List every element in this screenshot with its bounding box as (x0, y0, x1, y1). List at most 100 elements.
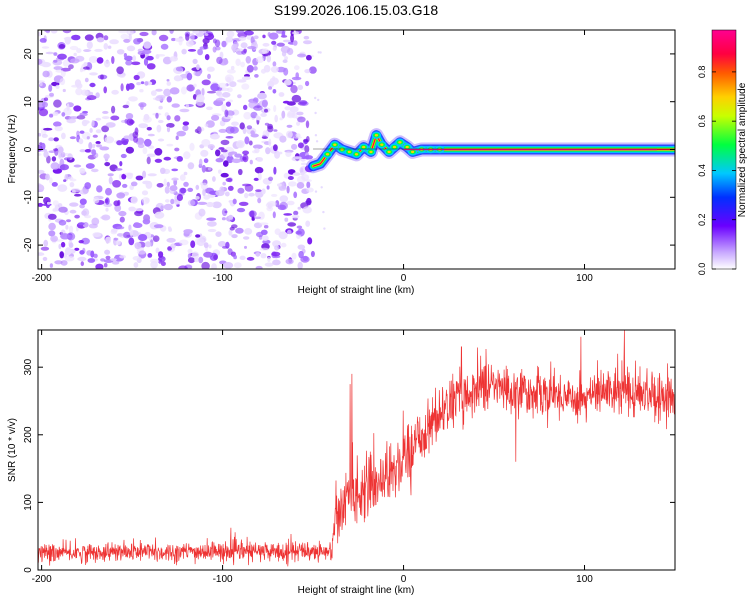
noise-blob (195, 94, 205, 103)
noise-blob (132, 255, 142, 261)
noise-blob (61, 112, 66, 117)
noise-blob (142, 147, 148, 155)
spectrogram-area (38, 30, 675, 269)
noise-blob (261, 136, 268, 140)
noise-blob (128, 33, 132, 42)
noise-blob (158, 34, 169, 42)
colorbar: 0.0 0.2 0.4 0.6 0.8 Normalized spectral ampl… (697, 29, 748, 276)
noise-blob (185, 103, 190, 109)
noise-blob (64, 37, 71, 45)
noise-blob (42, 101, 48, 108)
noise-blob (304, 155, 314, 160)
noise-blob (244, 136, 250, 145)
noise-blob (218, 94, 223, 99)
noise-blob (273, 166, 277, 175)
noise-blob (269, 77, 279, 85)
noise-blob (260, 113, 267, 117)
noise-blob (155, 88, 163, 92)
noise-blob (50, 30, 58, 34)
noise-blob (50, 235, 58, 242)
noise-blob (38, 202, 43, 207)
noise-blob (201, 261, 210, 269)
snr-x-axis-label: Height of straight line (km) (298, 585, 415, 596)
noise-blob (299, 100, 308, 105)
noise-blob (122, 183, 128, 188)
noise-blob (254, 147, 260, 154)
noise-blob (278, 151, 283, 155)
noise-blob (38, 108, 49, 117)
noise-blob (254, 74, 259, 78)
noise-blob (228, 151, 233, 157)
noise-blob (63, 107, 72, 116)
noise-blob (87, 258, 96, 263)
noise-blob (79, 204, 85, 209)
noise-blob (169, 56, 178, 62)
noise-blob (101, 116, 110, 120)
noise-blob (272, 211, 276, 219)
noise-blob (281, 30, 286, 38)
noise-blob (218, 147, 225, 150)
noise-blob (112, 261, 120, 265)
noise-blob (79, 250, 85, 255)
noise-blob (91, 168, 99, 173)
noise-blob (235, 227, 244, 234)
noise-blob (207, 73, 211, 80)
noise-blob (81, 237, 90, 245)
noise-blob (240, 42, 248, 49)
noise-blob (260, 229, 268, 235)
signal-node-core (398, 141, 402, 144)
noise-blob (265, 147, 271, 155)
noise-blob (103, 263, 108, 268)
noise-blob (166, 237, 176, 243)
noise-blob (69, 209, 77, 214)
spectrogram-y-axis-label: Frequency (Hz) (7, 115, 18, 184)
noise-blob (261, 188, 266, 195)
noise-blob (296, 233, 301, 239)
noise-blob (154, 158, 163, 163)
noise-blob (204, 123, 209, 128)
noise-blob (261, 48, 270, 54)
noise-blob (140, 81, 145, 85)
noise-blob (107, 173, 114, 177)
noise-blob (70, 58, 80, 64)
noise-blob (267, 256, 271, 263)
noise-blob (92, 232, 102, 238)
noise-blob (46, 155, 51, 164)
spectrogram-signal-track (306, 128, 675, 174)
noise-blob (183, 171, 188, 176)
noise-blob (187, 199, 196, 207)
noise-blob (293, 191, 298, 199)
noise-blob (291, 252, 297, 260)
noise-blob (199, 46, 209, 50)
noise-blob (164, 186, 170, 194)
noise-blob (276, 42, 285, 47)
colorbar-tick-label: 0.0 (697, 263, 707, 276)
noise-blob (92, 134, 98, 138)
noise-blob (272, 61, 277, 67)
noise-blob (256, 157, 264, 162)
noise-blob (137, 143, 145, 149)
signal-node-core (325, 153, 330, 156)
noise-blob (248, 210, 257, 218)
x-tick-label: -200 (32, 574, 52, 585)
noise-blob (271, 251, 281, 257)
noise-blob (155, 247, 160, 254)
noise-blob (257, 172, 262, 181)
noise-blob (86, 95, 97, 101)
noise-blob (282, 100, 290, 104)
noise-blob (154, 148, 163, 156)
colorbar-tick-label: 0.2 (697, 213, 707, 226)
noise-blob (131, 61, 141, 66)
noise-blob (48, 177, 53, 184)
noise-blob (241, 183, 252, 187)
noise-blob (274, 150, 281, 159)
noise-blob (136, 82, 142, 86)
x-tick-label: -200 (32, 273, 52, 284)
noise-blob (198, 208, 206, 217)
noise-blob (291, 143, 298, 150)
noise-blob (278, 231, 288, 240)
noise-blob (109, 39, 119, 45)
noise-blob (305, 220, 311, 227)
noise-blob (69, 242, 74, 248)
